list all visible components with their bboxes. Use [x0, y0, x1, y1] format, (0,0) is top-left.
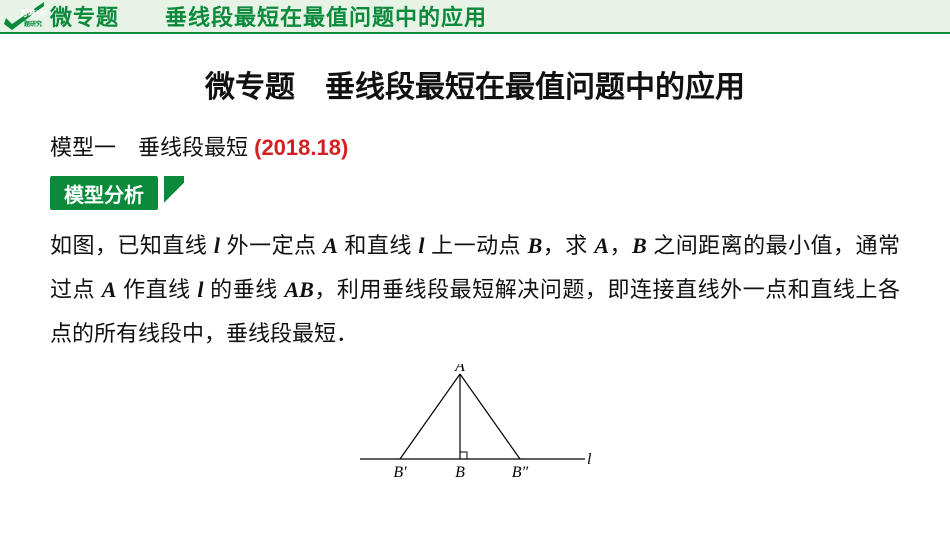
var-B: B — [528, 233, 543, 258]
t: 作直线 — [116, 277, 197, 302]
logo-text-bottom: 题研究 — [23, 20, 42, 28]
var-A: A — [323, 233, 338, 258]
t: ，求 — [542, 233, 594, 258]
section-tag-accent — [164, 176, 184, 210]
t: 如图，已知直线 — [50, 233, 214, 258]
body-paragraph: 如图，已知直线 l 外一定点 A 和直线 l 上一动点 B，求 A，B 之间距离… — [50, 224, 900, 356]
svg-text:B″: B″ — [512, 464, 529, 481]
subtitle-prefix: 模型一 垂线段最短 — [50, 135, 254, 160]
svg-text:B: B — [455, 464, 465, 481]
section-tag: 模型分析 — [50, 176, 158, 210]
subtitle-year: (2018.18) — [254, 135, 348, 160]
svg-text:l: l — [587, 451, 592, 468]
logo-text-top: 万唯中考 — [19, 8, 46, 18]
section-tag-row: 模型分析 — [50, 176, 900, 210]
t: 外一定点 — [220, 233, 323, 258]
model-subtitle: 模型一 垂线段最短 (2018.18) — [50, 130, 900, 162]
brand-logo: 万唯中考 题研究 — [4, 2, 46, 32]
header-breadcrumb: 微专题 垂线段最短在最值问题中的应用 — [50, 0, 487, 32]
var-A: A — [594, 233, 609, 258]
breadcrumb-b: 垂线段最短在最值问题中的应用 — [165, 5, 487, 30]
var-B: B — [632, 233, 647, 258]
svg-text:B′: B′ — [393, 464, 407, 481]
t: 上一动点 — [425, 233, 528, 258]
var-AB: AB — [284, 277, 313, 302]
t: ， — [609, 233, 632, 258]
diagram-wrap: A B′ B B″ l — [50, 364, 900, 489]
content-area: 微专题 垂线段最短在最值问题中的应用 模型一 垂线段最短 (2018.18) 模… — [0, 34, 950, 489]
t: 和直线 — [338, 233, 419, 258]
svg-text:A: A — [454, 364, 465, 375]
t: 的垂线 — [204, 277, 285, 302]
triangle-diagram: A B′ B B″ l — [350, 364, 600, 489]
breadcrumb-a: 微专题 — [50, 5, 119, 30]
page-title: 微专题 垂线段最短在最值问题中的应用 — [50, 62, 900, 106]
header-bar: 万唯中考 题研究 微专题 垂线段最短在最值问题中的应用 — [0, 0, 950, 34]
var-A: A — [102, 277, 117, 302]
